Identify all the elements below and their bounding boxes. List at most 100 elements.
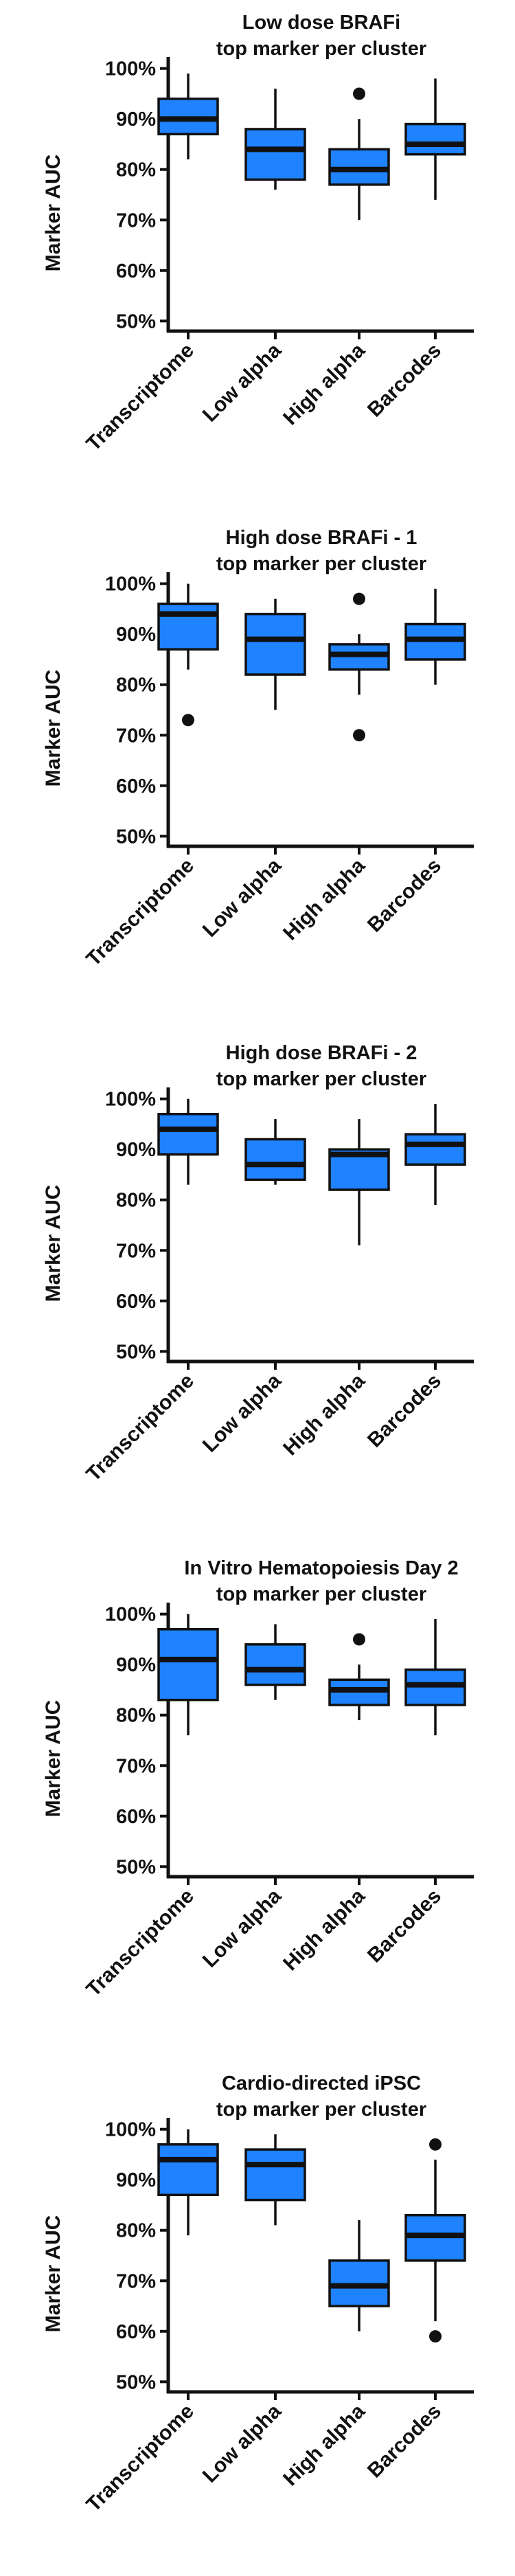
y-tick-label: 70% [116,1755,156,1777]
box-plot-2 [328,592,390,742]
x-tick-label: Transcriptome [82,1885,198,2002]
y-axis-label: Marker AUC [42,1185,65,1302]
box-plot-1 [244,1624,306,1700]
box [157,1113,219,1156]
outlier-point [353,729,365,742]
chart-title: Low dose BRAFi [242,12,400,34]
y-tick-label: 60% [116,776,156,798]
x-tick-label: Low alpha [198,854,286,941]
x-tick-label: Transcriptome [82,339,198,456]
y-tick-label: 80% [116,675,156,697]
box-plot-3 [404,589,466,685]
chart-panel: In Vitro Hematopoiesis Day 2 top marker p… [42,1557,474,2001]
outlier-point [353,592,365,605]
y-tick-label: 60% [116,260,156,282]
y-tick-label: 70% [116,2270,156,2292]
outlier-point [182,714,194,727]
chart-subtitle: top marker per cluster [216,1068,426,1090]
box [244,128,306,181]
box-plot-1 [244,598,306,710]
box-plot-0 [157,1614,219,1736]
y-tick-label: 70% [116,210,156,231]
chart-subtitle: top marker per cluster [216,553,426,575]
box-plot-2 [328,1633,390,1721]
box-plot-0 [157,1098,219,1185]
chart-title: Cardio-directed iPSC [222,2072,421,2094]
y-tick-label: 100% [105,1089,156,1111]
y-tick-label: 70% [116,1240,156,1262]
box-plot-1 [244,2134,306,2226]
box-plot-3 [404,1619,466,1736]
outlier-point [353,87,365,100]
y-tick-label: 90% [116,1654,156,1676]
x-tick-label: High alpha [279,339,369,429]
x-tick-label: Low alpha [198,2399,286,2487]
chart-subtitle: top marker per cluster [216,2099,426,2121]
y-axis-label: Marker AUC [42,670,65,787]
y-tick-label: 50% [116,1341,156,1363]
y-tick-label: 80% [116,1190,156,1212]
box-plot-1 [244,89,306,190]
y-tick-label: 90% [116,109,156,131]
chart-panel: High dose BRAFi - 1 top marker per cluste… [42,527,474,971]
chart-panel: Cardio-directed iPSC top marker per clust… [42,2072,474,2516]
x-tick-label: High alpha [279,1884,369,1975]
y-tick-label: 100% [105,574,156,596]
y-axis-label: Marker AUC [42,1700,65,1818]
chart-title: In Vitro Hematopoiesis Day 2 [184,1557,458,1579]
box [244,1643,306,1686]
chart-panel: High dose BRAFi - 2 top marker per cluste… [42,1042,474,1486]
y-tick-label: 100% [105,2119,156,2141]
box-plot-3 [404,1104,466,1206]
box-plot-0 [157,74,219,160]
chart-title: High dose BRAFi - 1 [226,527,417,549]
y-tick-label: 50% [116,310,156,332]
x-tick-label: Barcodes [363,1370,446,1452]
box-plot-0 [157,583,219,727]
box [157,1628,219,1702]
outlier-point [353,1633,365,1646]
y-tick-label: 100% [105,1604,156,1626]
y-tick-label: 50% [116,826,156,848]
y-axis-label: Marker AUC [42,2215,65,2333]
box [404,122,466,156]
box-plot-1 [244,1119,306,1185]
box [244,2148,306,2202]
outlier-point [429,2138,442,2151]
x-tick-label: Low alpha [198,339,286,426]
y-tick-label: 50% [116,1856,156,1878]
y-tick-label: 80% [116,159,156,181]
y-tick-label: 100% [105,58,156,80]
y-tick-label: 60% [116,2321,156,2343]
chart-subtitle: top marker per cluster [216,1583,426,1605]
chart-panel: Low dose BRAFi top marker per cluster Mark… [42,12,474,455]
y-axis-label: Marker AUC [42,155,65,272]
outlier-point [429,2330,442,2343]
x-tick-label: Transcriptome [82,1370,198,1487]
box [244,1138,306,1182]
x-tick-label: Transcriptome [82,855,198,971]
x-tick-label: Low alpha [198,1884,286,1971]
y-tick-label: 60% [116,1291,156,1313]
y-tick-label: 80% [116,1705,156,1727]
chart-title: High dose BRAFi - 2 [226,1042,417,1064]
x-tick-label: Barcodes [363,1885,446,1967]
x-tick-label: High alpha [279,854,369,945]
box-plot-2 [328,87,390,221]
y-tick-label: 80% [116,2220,156,2242]
x-tick-label: High alpha [279,1369,369,1460]
box-plot-2 [328,1119,390,1245]
box-plot-3 [404,2138,466,2343]
x-tick-label: Barcodes [363,339,446,422]
box [244,613,306,676]
x-tick-label: Transcriptome [82,2400,198,2517]
y-tick-label: 90% [116,1139,156,1161]
y-tick-label: 90% [116,2169,156,2191]
box-plot-0 [157,2129,219,2236]
box-plot-2 [328,2220,390,2331]
box [157,2143,219,2197]
x-tick-label: High alpha [279,2399,369,2490]
y-tick-label: 50% [116,2371,156,2393]
y-tick-label: 70% [116,725,156,747]
